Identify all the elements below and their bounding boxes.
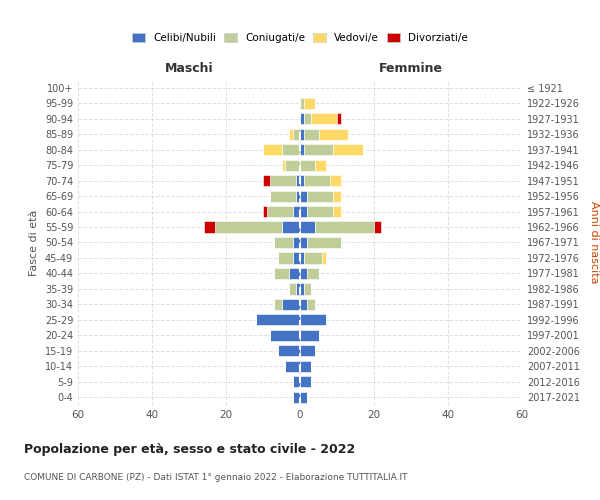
- Bar: [289, 128, 293, 140]
- Bar: [315, 222, 374, 232]
- Bar: [300, 252, 304, 264]
- Bar: [307, 268, 319, 279]
- Bar: [296, 284, 300, 294]
- Bar: [300, 206, 307, 217]
- Bar: [281, 222, 300, 232]
- Text: Popolazione per età, sesso e stato civile - 2022: Popolazione per età, sesso e stato civil…: [24, 442, 355, 456]
- Bar: [304, 128, 319, 140]
- Bar: [285, 360, 300, 372]
- Bar: [293, 237, 300, 248]
- Bar: [329, 175, 341, 186]
- Bar: [281, 144, 300, 155]
- Bar: [374, 222, 382, 232]
- Bar: [304, 252, 322, 264]
- Bar: [304, 144, 334, 155]
- Bar: [300, 128, 304, 140]
- Bar: [300, 392, 307, 403]
- Bar: [307, 206, 334, 217]
- Bar: [274, 299, 281, 310]
- Legend: Celibi/Nubili, Coniugati/e, Vedovi/e, Divorziati/e: Celibi/Nubili, Coniugati/e, Vedovi/e, Di…: [129, 30, 471, 46]
- Bar: [285, 160, 300, 170]
- Bar: [300, 190, 307, 202]
- Bar: [300, 175, 304, 186]
- Bar: [274, 268, 289, 279]
- Bar: [304, 284, 311, 294]
- Y-axis label: Fasce di età: Fasce di età: [29, 210, 39, 276]
- Bar: [296, 175, 300, 186]
- Bar: [300, 160, 315, 170]
- Bar: [293, 128, 300, 140]
- Bar: [300, 299, 307, 310]
- Bar: [307, 190, 334, 202]
- Bar: [300, 113, 304, 124]
- Bar: [300, 360, 311, 372]
- Bar: [337, 113, 341, 124]
- Bar: [271, 175, 296, 186]
- Bar: [334, 190, 341, 202]
- Bar: [278, 346, 300, 356]
- Bar: [263, 175, 271, 186]
- Bar: [263, 206, 266, 217]
- Bar: [311, 113, 337, 124]
- Bar: [300, 144, 304, 155]
- Bar: [263, 144, 281, 155]
- Y-axis label: Anni di nascita: Anni di nascita: [589, 201, 599, 284]
- Bar: [256, 314, 300, 326]
- Text: Femmine: Femmine: [379, 62, 443, 76]
- Bar: [300, 330, 319, 341]
- Bar: [296, 190, 300, 202]
- Bar: [304, 98, 315, 109]
- Bar: [300, 284, 304, 294]
- Bar: [215, 222, 281, 232]
- Bar: [274, 237, 293, 248]
- Bar: [300, 98, 304, 109]
- Bar: [304, 175, 329, 186]
- Bar: [278, 252, 293, 264]
- Bar: [319, 128, 348, 140]
- Bar: [281, 160, 285, 170]
- Bar: [334, 144, 363, 155]
- Bar: [281, 299, 300, 310]
- Text: COMUNE DI CARBONE (PZ) - Dati ISTAT 1° gennaio 2022 - Elaborazione TUTTITALIA.IT: COMUNE DI CARBONE (PZ) - Dati ISTAT 1° g…: [24, 472, 407, 482]
- Bar: [307, 237, 341, 248]
- Bar: [293, 252, 300, 264]
- Bar: [334, 206, 341, 217]
- Bar: [300, 346, 315, 356]
- Bar: [289, 268, 300, 279]
- Bar: [300, 222, 315, 232]
- Bar: [300, 314, 326, 326]
- Bar: [293, 392, 300, 403]
- Bar: [289, 284, 296, 294]
- Bar: [204, 222, 215, 232]
- Bar: [267, 206, 293, 217]
- Bar: [293, 206, 300, 217]
- Bar: [300, 268, 307, 279]
- Bar: [293, 376, 300, 388]
- Bar: [271, 330, 300, 341]
- Text: Maschi: Maschi: [164, 62, 214, 76]
- Bar: [315, 160, 326, 170]
- Bar: [304, 113, 311, 124]
- Bar: [300, 237, 307, 248]
- Bar: [271, 190, 296, 202]
- Bar: [322, 252, 326, 264]
- Bar: [300, 376, 311, 388]
- Bar: [307, 299, 315, 310]
